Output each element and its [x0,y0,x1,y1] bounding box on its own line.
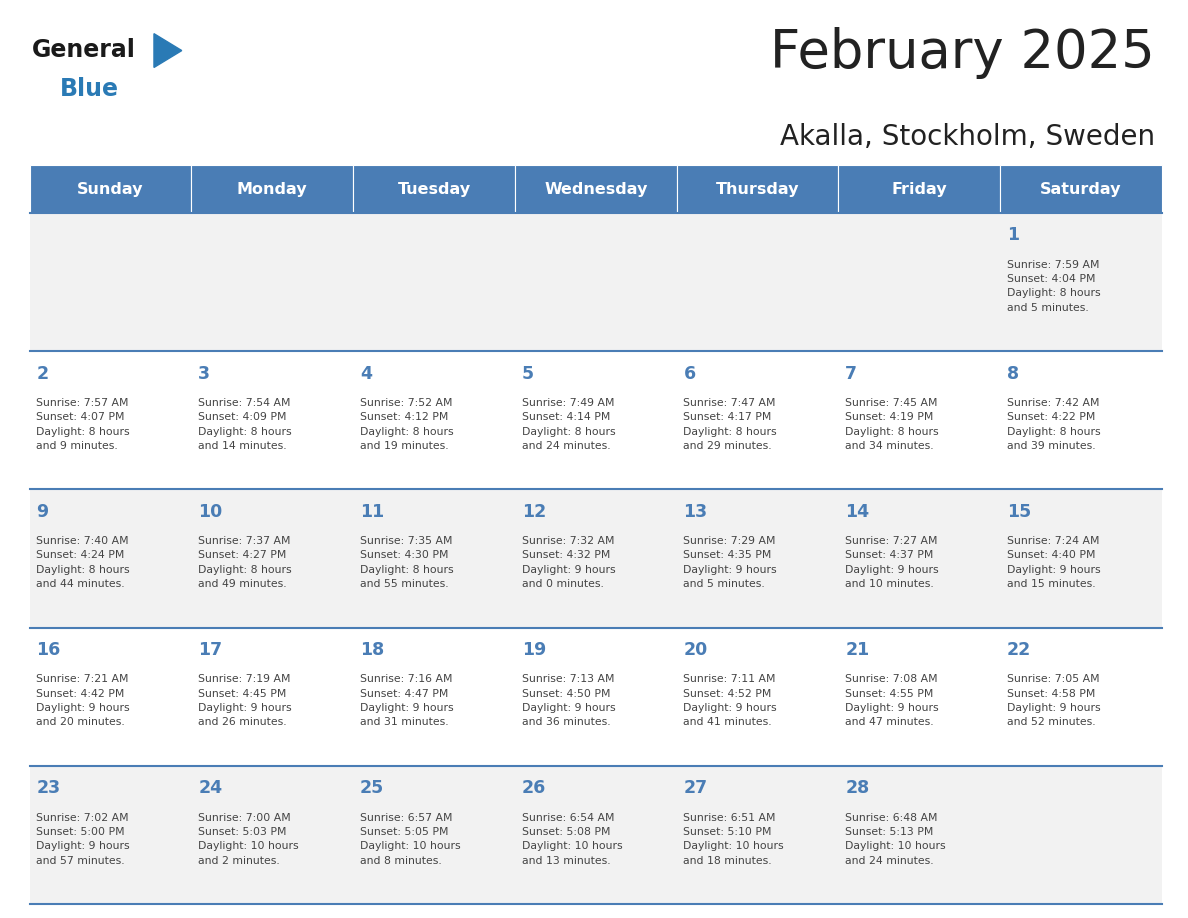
Bar [30,165,191,213]
Text: Akalla, Stockholm, Sweden: Akalla, Stockholm, Sweden [779,123,1155,151]
Text: Sunrise: 7:29 AM
Sunset: 4:35 PM
Daylight: 9 hours
and 5 minutes.: Sunrise: 7:29 AM Sunset: 4:35 PM Dayligh… [683,536,777,589]
Text: Sunrise: 7:21 AM
Sunset: 4:42 PM
Daylight: 9 hours
and 20 minutes.: Sunrise: 7:21 AM Sunset: 4:42 PM Dayligh… [37,675,131,727]
Text: 11: 11 [360,503,384,521]
Text: Sunrise: 7:05 AM
Sunset: 4:58 PM
Daylight: 9 hours
and 52 minutes.: Sunrise: 7:05 AM Sunset: 4:58 PM Dayligh… [1007,675,1100,727]
Text: 24: 24 [198,779,222,797]
Text: 26: 26 [522,779,546,797]
Text: Sunrise: 6:51 AM
Sunset: 5:10 PM
Daylight: 10 hours
and 18 minutes.: Sunrise: 6:51 AM Sunset: 5:10 PM Dayligh… [683,812,784,866]
Text: 13: 13 [683,503,708,521]
Text: 14: 14 [845,503,870,521]
Text: Sunrise: 7:57 AM
Sunset: 4:07 PM
Daylight: 8 hours
and 9 minutes.: Sunrise: 7:57 AM Sunset: 4:07 PM Dayligh… [37,397,131,451]
Text: Sunrise: 7:37 AM
Sunset: 4:27 PM
Daylight: 8 hours
and 49 minutes.: Sunrise: 7:37 AM Sunset: 4:27 PM Dayligh… [198,536,292,589]
Text: 18: 18 [360,641,384,659]
Text: 8: 8 [1007,364,1019,383]
Text: 17: 17 [198,641,222,659]
Text: 4: 4 [360,364,372,383]
Bar [514,165,677,213]
Polygon shape [154,34,182,67]
Text: Sunrise: 7:52 AM
Sunset: 4:12 PM
Daylight: 8 hours
and 19 minutes.: Sunrise: 7:52 AM Sunset: 4:12 PM Dayligh… [360,397,454,451]
Text: 9: 9 [37,503,49,521]
Text: 1: 1 [1007,226,1019,244]
Text: 22: 22 [1007,641,1031,659]
Text: 7: 7 [845,364,858,383]
Text: Friday: Friday [891,182,947,196]
Text: Sunrise: 6:57 AM
Sunset: 5:05 PM
Daylight: 10 hours
and 8 minutes.: Sunrise: 6:57 AM Sunset: 5:05 PM Dayligh… [360,812,461,866]
Bar [30,628,1162,766]
Text: Sunrise: 7:59 AM
Sunset: 4:04 PM
Daylight: 8 hours
and 5 minutes.: Sunrise: 7:59 AM Sunset: 4:04 PM Dayligh… [1007,260,1100,313]
Text: Sunrise: 6:54 AM
Sunset: 5:08 PM
Daylight: 10 hours
and 13 minutes.: Sunrise: 6:54 AM Sunset: 5:08 PM Dayligh… [522,812,623,866]
Bar [191,165,353,213]
Text: General: General [32,38,135,62]
Text: 19: 19 [522,641,546,659]
Text: 6: 6 [683,364,695,383]
Text: Sunrise: 7:19 AM
Sunset: 4:45 PM
Daylight: 9 hours
and 26 minutes.: Sunrise: 7:19 AM Sunset: 4:45 PM Dayligh… [198,675,292,727]
Text: Sunday: Sunday [77,182,144,196]
Text: Sunrise: 7:00 AM
Sunset: 5:03 PM
Daylight: 10 hours
and 2 minutes.: Sunrise: 7:00 AM Sunset: 5:03 PM Dayligh… [198,812,299,866]
Text: Monday: Monday [236,182,308,196]
Text: Sunrise: 7:54 AM
Sunset: 4:09 PM
Daylight: 8 hours
and 14 minutes.: Sunrise: 7:54 AM Sunset: 4:09 PM Dayligh… [198,397,292,451]
Text: Sunrise: 7:40 AM
Sunset: 4:24 PM
Daylight: 8 hours
and 44 minutes.: Sunrise: 7:40 AM Sunset: 4:24 PM Dayligh… [37,536,131,589]
Text: 16: 16 [37,641,61,659]
Text: 3: 3 [198,364,210,383]
Text: Sunrise: 7:27 AM
Sunset: 4:37 PM
Daylight: 9 hours
and 10 minutes.: Sunrise: 7:27 AM Sunset: 4:37 PM Dayligh… [845,536,939,589]
Text: 10: 10 [198,503,222,521]
Text: Thursday: Thursday [715,182,800,196]
Text: 5: 5 [522,364,533,383]
Text: Tuesday: Tuesday [398,182,470,196]
Text: 21: 21 [845,641,870,659]
Text: Sunrise: 7:47 AM
Sunset: 4:17 PM
Daylight: 8 hours
and 29 minutes.: Sunrise: 7:47 AM Sunset: 4:17 PM Dayligh… [683,397,777,451]
Text: Wednesday: Wednesday [544,182,647,196]
Text: Sunrise: 7:49 AM
Sunset: 4:14 PM
Daylight: 8 hours
and 24 minutes.: Sunrise: 7:49 AM Sunset: 4:14 PM Dayligh… [522,397,615,451]
Bar [677,165,839,213]
Bar [30,489,1162,628]
Text: Blue: Blue [59,77,119,101]
Text: 23: 23 [37,779,61,797]
Text: Sunrise: 7:32 AM
Sunset: 4:32 PM
Daylight: 9 hours
and 0 minutes.: Sunrise: 7:32 AM Sunset: 4:32 PM Dayligh… [522,536,615,589]
Text: 15: 15 [1007,503,1031,521]
Text: Sunrise: 7:13 AM
Sunset: 4:50 PM
Daylight: 9 hours
and 36 minutes.: Sunrise: 7:13 AM Sunset: 4:50 PM Dayligh… [522,675,615,727]
Text: Sunrise: 7:42 AM
Sunset: 4:22 PM
Daylight: 8 hours
and 39 minutes.: Sunrise: 7:42 AM Sunset: 4:22 PM Dayligh… [1007,397,1100,451]
Text: Sunrise: 6:48 AM
Sunset: 5:13 PM
Daylight: 10 hours
and 24 minutes.: Sunrise: 6:48 AM Sunset: 5:13 PM Dayligh… [845,812,946,866]
Text: 28: 28 [845,779,870,797]
Text: 27: 27 [683,779,708,797]
Bar [30,213,1162,352]
Text: Sunrise: 7:08 AM
Sunset: 4:55 PM
Daylight: 9 hours
and 47 minutes.: Sunrise: 7:08 AM Sunset: 4:55 PM Dayligh… [845,675,939,727]
Text: Sunrise: 7:45 AM
Sunset: 4:19 PM
Daylight: 8 hours
and 34 minutes.: Sunrise: 7:45 AM Sunset: 4:19 PM Dayligh… [845,397,939,451]
Text: 25: 25 [360,779,384,797]
Text: Sunrise: 7:11 AM
Sunset: 4:52 PM
Daylight: 9 hours
and 41 minutes.: Sunrise: 7:11 AM Sunset: 4:52 PM Dayligh… [683,675,777,727]
Text: 20: 20 [683,641,708,659]
Text: Sunrise: 7:16 AM
Sunset: 4:47 PM
Daylight: 9 hours
and 31 minutes.: Sunrise: 7:16 AM Sunset: 4:47 PM Dayligh… [360,675,454,727]
Bar [30,352,1162,489]
Text: Sunrise: 7:24 AM
Sunset: 4:40 PM
Daylight: 9 hours
and 15 minutes.: Sunrise: 7:24 AM Sunset: 4:40 PM Dayligh… [1007,536,1100,589]
Text: 2: 2 [37,364,49,383]
Text: February 2025: February 2025 [770,27,1155,79]
Bar [353,165,514,213]
Text: Saturday: Saturday [1041,182,1121,196]
Text: Sunrise: 7:02 AM
Sunset: 5:00 PM
Daylight: 9 hours
and 57 minutes.: Sunrise: 7:02 AM Sunset: 5:00 PM Dayligh… [37,812,131,866]
Bar [30,766,1162,904]
Text: Sunrise: 7:35 AM
Sunset: 4:30 PM
Daylight: 8 hours
and 55 minutes.: Sunrise: 7:35 AM Sunset: 4:30 PM Dayligh… [360,536,454,589]
Text: 12: 12 [522,503,546,521]
Bar [839,165,1000,213]
Bar [1000,165,1162,213]
